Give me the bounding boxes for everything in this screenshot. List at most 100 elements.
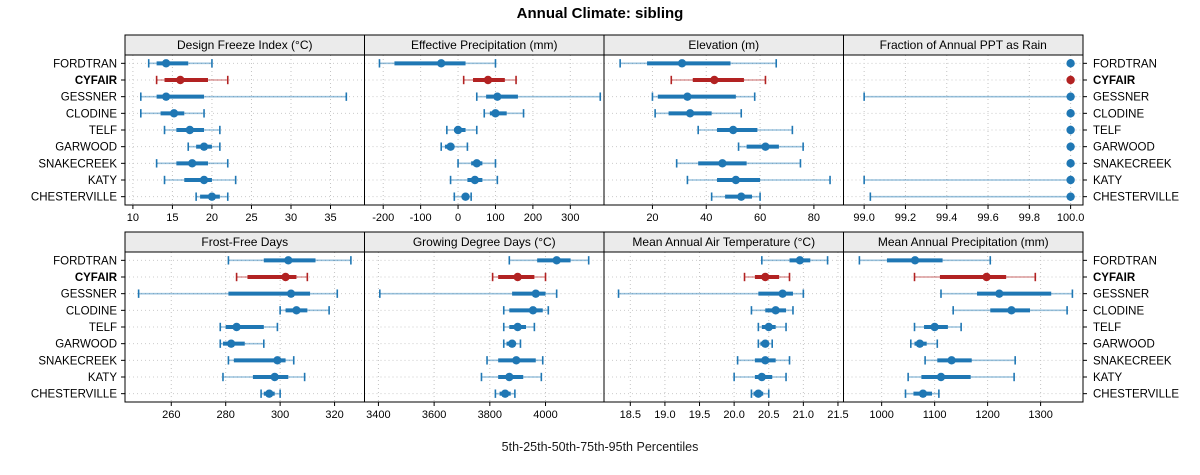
median-dot — [1066, 75, 1075, 85]
median-dot — [493, 92, 502, 101]
percentile-row-telf — [446, 125, 478, 135]
x-tick-label: 20.5 — [758, 409, 779, 421]
x-tick-label: 320 — [325, 409, 343, 421]
percentile-row-garwood — [737, 142, 804, 151]
median-dot — [1066, 109, 1075, 118]
panel-mean-annual-precipitation-mm-: 1000 1100 1200 1300 Mean Annual Precipitatio… — [843, 231, 1084, 421]
row-label-left-cyfair: CYFAIR — [75, 75, 118, 87]
percentile-row-garwood — [757, 339, 774, 348]
percentile-row-snakecreek — [675, 159, 802, 168]
row-label-right-snakecreek: SNAKECREEK — [1093, 158, 1172, 170]
row-label-left-garwood: GARWOOD — [55, 142, 117, 154]
row-label-right-katy: KATY — [1093, 372, 1123, 384]
percentile-row-fordtran — [227, 256, 352, 265]
percentile-row-cyfair — [1066, 75, 1075, 85]
x-tick-label: 21.0 — [793, 409, 814, 421]
percentile-row-garwood — [219, 339, 265, 348]
percentile-row-snakecreek — [1066, 159, 1075, 168]
panel-header-label: Effective Precipitation (mm) — [411, 38, 558, 52]
x-tick-label: 20 — [646, 212, 658, 224]
row-label-left-fordtran: FORDTRAN — [53, 58, 117, 70]
median-dot — [292, 306, 301, 315]
percentile-row-chesterville — [260, 389, 281, 398]
panel-fraction-of-annual-ppt-as-rain: 99.0 99.2 99.4 99.6 99.8 100.0 Fraction of Ann… — [843, 34, 1084, 224]
median-dot — [273, 356, 282, 365]
row-label-left-snakecreek: SNAKECREEK — [38, 158, 117, 170]
median-dot — [1066, 125, 1075, 135]
percentile-row-cyfair — [670, 75, 767, 85]
median-dot — [778, 289, 787, 298]
x-tick-label: 200 — [524, 212, 542, 224]
x-tick-label: 80 — [808, 212, 820, 224]
percentile-row-chesterville — [750, 389, 770, 398]
percentile-row-chesterville — [869, 192, 1075, 201]
median-dot — [176, 75, 185, 85]
percentile-row-clodine — [654, 109, 743, 118]
panel-mean-annual-air-temperature-c-: 18.5 19.0 19.5 20.0 20.5 21.0 21.5 Mean Annual … — [603, 231, 849, 421]
row-label-right-clodine: CLODINE — [1093, 305, 1144, 317]
x-tick-label: 19.0 — [654, 409, 675, 421]
median-dot — [761, 356, 770, 365]
median-dot — [710, 75, 719, 85]
x-tick-label: 3400 — [366, 409, 390, 421]
median-dot — [512, 356, 521, 365]
panel-header-label: Design Freeze Index (°C) — [177, 38, 313, 52]
x-tick-label: 1200 — [975, 409, 999, 421]
percentile-row-katy — [222, 372, 306, 382]
x-tick-label: 20.0 — [723, 409, 744, 421]
row-label-right-telf: TELF — [1093, 322, 1121, 334]
row-label-left-garwood: GARWOOD — [55, 339, 117, 351]
median-dot — [437, 59, 446, 68]
median-dot — [286, 289, 296, 298]
median-dot — [718, 159, 727, 168]
percentile-row-clodine — [483, 109, 525, 118]
percentile-row-fordtran — [619, 59, 778, 68]
chart-title: Annual Climate: sibling — [516, 5, 684, 22]
panel-elevation-m-: 20 40 60 80 Elevation (m) — [603, 34, 844, 224]
median-dot — [930, 322, 939, 332]
percentile-row-fordtran — [378, 59, 497, 68]
percentile-row-katy — [480, 372, 543, 382]
row-label-left-chesterville: CHESTERVILLE — [31, 389, 117, 401]
median-dot — [1066, 192, 1075, 201]
panel-growing-degree-days-c-: 3400 3600 3800 4000 Growing Degree Days (°C) — [364, 231, 605, 421]
x-tick-label: 300 — [561, 212, 579, 224]
median-dot — [761, 142, 770, 151]
percentile-row-katy — [163, 175, 237, 185]
percentile-row-fordtran — [147, 59, 213, 68]
median-dot — [915, 339, 925, 348]
x-tick-label: 1000 — [869, 409, 893, 421]
percentile-row-katy — [907, 372, 1015, 382]
median-dot — [161, 59, 171, 68]
row-label-left-telf: TELF — [89, 322, 117, 334]
median-dot — [936, 372, 946, 382]
panel-design-freeze-index-c-: 10 15 20 25 30 35 Design Freeze Index (°C) — [124, 34, 365, 224]
percentile-row-gessner — [863, 92, 1075, 101]
percentile-row-gessner — [651, 92, 756, 101]
median-dot — [169, 109, 179, 118]
panel-header-label: Frost-Free Days — [201, 235, 288, 249]
percentile-row-chesterville — [904, 389, 940, 398]
x-tick-label: 1300 — [1028, 409, 1052, 421]
median-dot — [918, 389, 928, 398]
median-dot — [754, 389, 763, 398]
panel-effective-precipitation-mm-: -200 -100 0 100 200 300 Effective Precipitatio… — [364, 34, 605, 224]
median-dot — [483, 75, 493, 85]
row-label-left-gessner: GESSNER — [61, 289, 117, 301]
percentile-row-garwood — [502, 339, 522, 348]
percentile-row-clodine — [279, 306, 330, 315]
row-label-right-chesterville: CHESTERVILLE — [1093, 192, 1179, 204]
percentile-row-garwood — [1066, 142, 1075, 151]
median-dot — [761, 339, 770, 348]
median-dot — [757, 372, 767, 382]
row-label-left-snakecreek: SNAKECREEK — [38, 355, 117, 367]
median-dot — [1066, 59, 1075, 68]
percentile-row-clodine — [750, 306, 794, 315]
median-dot — [947, 356, 956, 365]
panel-header-label: Mean Annual Air Temperature (°C) — [632, 235, 815, 249]
row-label-right-gessner: GESSNER — [1093, 92, 1149, 104]
percentile-row-fordtran — [761, 256, 829, 265]
median-dot — [761, 272, 770, 282]
percentile-row-katy — [686, 175, 831, 185]
x-tick-label: 260 — [162, 409, 180, 421]
